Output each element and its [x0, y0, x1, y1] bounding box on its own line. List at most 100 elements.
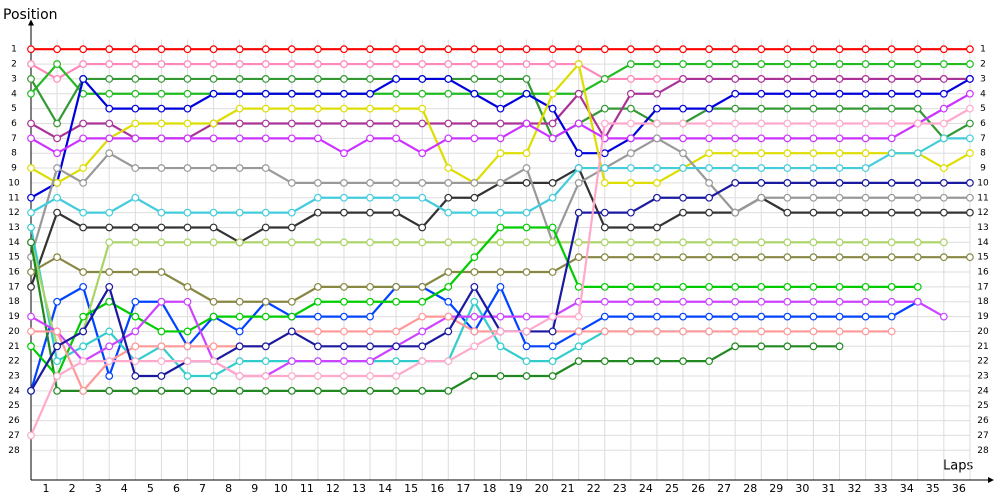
- lap-marker: [157, 297, 166, 306]
- lap-marker: [261, 104, 270, 113]
- lap-marker: [418, 282, 427, 291]
- x-tick-label: 21: [561, 482, 575, 495]
- lap-marker: [444, 45, 453, 54]
- x-axis-arrow: [988, 477, 994, 483]
- lap-marker: [235, 297, 244, 306]
- lap-marker: [626, 312, 635, 321]
- lap-marker: [131, 134, 140, 143]
- lap-marker: [53, 119, 61, 128]
- y-tick-label: 22: [8, 357, 19, 367]
- lap-marker: [235, 208, 244, 217]
- lap-marker: [783, 119, 792, 128]
- lap-marker: [548, 268, 557, 276]
- lap-marker: [392, 386, 401, 395]
- lap-marker: [157, 372, 166, 380]
- lap-marker: [444, 89, 453, 98]
- lap-marker: [209, 134, 218, 143]
- lap-marker: [679, 282, 687, 291]
- lap-marker: [835, 60, 844, 68]
- lap-marker: [53, 386, 61, 395]
- lap-marker: [470, 253, 479, 262]
- lap-marker: [783, 312, 792, 321]
- lap-marker: [574, 149, 583, 158]
- lap-marker: [105, 60, 114, 68]
- lap-marker: [27, 386, 35, 395]
- lap-marker: [887, 119, 896, 128]
- lap-marker: [470, 60, 479, 68]
- lap-marker: [679, 312, 687, 321]
- lap-marker: [679, 149, 687, 158]
- lap-marker: [809, 312, 818, 321]
- lap-marker: [105, 386, 114, 395]
- lap-marker: [548, 104, 557, 113]
- y-tick-label: 20: [8, 327, 20, 337]
- lap-marker: [392, 238, 401, 247]
- lap-marker: [600, 149, 609, 158]
- x-tick-label: 8: [225, 482, 232, 495]
- lap-marker: [783, 208, 792, 217]
- lap-marker: [235, 327, 244, 336]
- x-tick-label: 6: [173, 482, 180, 495]
- lap-marker: [183, 386, 192, 395]
- lap-marker: [105, 238, 114, 247]
- lap-marker: [418, 223, 427, 232]
- lap-marker: [313, 312, 322, 321]
- y-tick-label-right: 2: [980, 60, 986, 70]
- lap-marker: [235, 119, 244, 128]
- lap-marker: [731, 164, 740, 172]
- lap-marker: [157, 119, 166, 128]
- y-tick-label: 19: [8, 312, 20, 322]
- lap-marker: [731, 75, 740, 83]
- lap-marker: [366, 134, 374, 143]
- lap-marker: [366, 312, 374, 321]
- lap-marker: [757, 193, 766, 202]
- y-tick-label-right: 5: [980, 104, 986, 114]
- lap-marker: [313, 357, 322, 366]
- lap-marker: [131, 45, 140, 54]
- lap-marker: [444, 297, 453, 306]
- lap-marker: [157, 164, 166, 172]
- lap-marker: [626, 75, 635, 83]
- lap-marker: [131, 193, 140, 202]
- y-tick-label: 13: [8, 223, 19, 233]
- lap-marker: [105, 149, 114, 158]
- y-tick-label: 1: [11, 45, 17, 55]
- lap-marker: [835, 134, 844, 143]
- lap-marker: [861, 193, 870, 202]
- lap-marker: [27, 134, 35, 143]
- lap-marker: [105, 119, 114, 128]
- lap-marker: [913, 208, 922, 217]
- lap-marker: [313, 193, 322, 202]
- lap-marker: [261, 134, 270, 143]
- x-tick-label: 3: [95, 482, 102, 495]
- lap-marker: [366, 75, 374, 83]
- lap-marker: [27, 60, 35, 68]
- lap-marker: [340, 179, 348, 187]
- lap-marker: [574, 357, 583, 366]
- lap-marker: [496, 208, 505, 217]
- lap-marker: [939, 253, 948, 262]
- lap-marker: [783, 75, 792, 83]
- series-line: [29, 242, 840, 392]
- lap-marker: [157, 89, 166, 98]
- lap-marker: [157, 357, 166, 366]
- lap-marker: [79, 208, 88, 217]
- lap-marker: [757, 297, 766, 306]
- x-tick-label: 27: [717, 482, 731, 495]
- lap-marker: [913, 60, 922, 68]
- lap-marker: [444, 75, 453, 83]
- lap-marker: [939, 312, 948, 321]
- lap-marker: [835, 312, 844, 321]
- lap-marker: [27, 75, 35, 83]
- lap-marker: [157, 268, 166, 276]
- lap-marker: [235, 89, 244, 98]
- lap-marker: [522, 238, 531, 247]
- lap-marker: [705, 119, 714, 128]
- lap-marker: [887, 327, 896, 336]
- lap-marker: [783, 134, 792, 143]
- lap-marker: [913, 149, 922, 158]
- x-tick-label: 9: [251, 482, 258, 495]
- lap-marker: [418, 75, 427, 83]
- lap-marker: [783, 164, 792, 172]
- lap-marker: [913, 179, 922, 187]
